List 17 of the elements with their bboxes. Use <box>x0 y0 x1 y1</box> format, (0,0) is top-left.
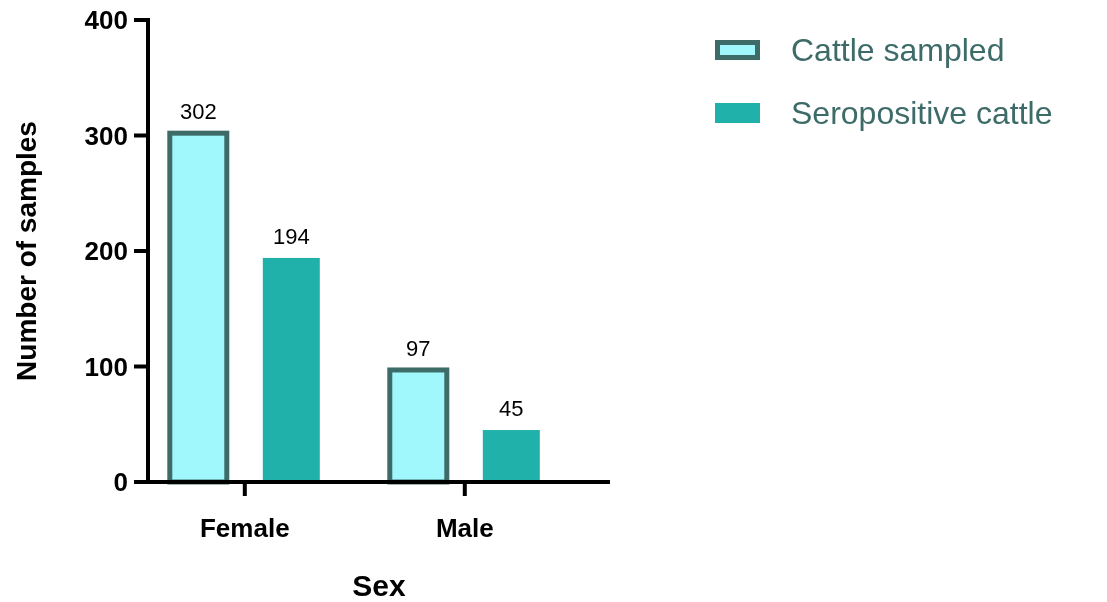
y-axis-title: Number of samples <box>11 121 42 381</box>
data-label: 45 <box>499 396 524 422</box>
y-tick-label: 0 <box>113 467 128 498</box>
y-tick-label: 300 <box>84 120 128 151</box>
y-tick-label: 200 <box>84 236 128 267</box>
x-tick-label: Female <box>200 513 290 543</box>
data-label: 194 <box>272 223 310 249</box>
bar <box>482 430 540 482</box>
x-tick-label: Male <box>435 513 494 543</box>
y-tick-label: 100 <box>84 351 128 382</box>
x-axis-title: Sex <box>352 569 406 602</box>
legend-label: Cattle sampled <box>791 32 1005 69</box>
legend-label: Seropositive cattle <box>791 95 1053 132</box>
y-tick-label: 400 <box>84 5 128 36</box>
data-label: 97 <box>406 335 431 361</box>
data-label: 302 <box>179 99 217 125</box>
bar <box>262 257 320 482</box>
